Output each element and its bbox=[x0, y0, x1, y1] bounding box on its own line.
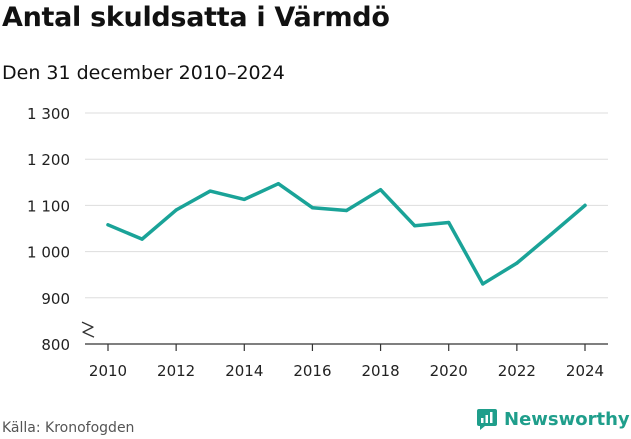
chart-subtitle: Den 31 december 2010–2024 bbox=[2, 62, 285, 84]
axis-break-zigzag bbox=[81, 321, 95, 338]
data-point bbox=[515, 261, 519, 265]
x-tick-label: 2014 bbox=[225, 362, 263, 380]
data-point bbox=[549, 232, 553, 237]
x-tick-label: 2022 bbox=[498, 362, 536, 380]
x-tick-label: 2012 bbox=[157, 362, 195, 380]
y-tick-label: 1 000 bbox=[27, 244, 70, 262]
axis-break bbox=[81, 321, 95, 338]
x-tick-label: 2024 bbox=[566, 362, 604, 380]
y-tick-label: 800 bbox=[41, 336, 70, 354]
data-point bbox=[310, 206, 315, 210]
newsworthy-logo-icon bbox=[477, 409, 497, 430]
data-point bbox=[208, 189, 212, 193]
y-axis-ticks: 800 900 1 000 1 100 1 200 1 300 bbox=[27, 105, 70, 354]
data-point bbox=[378, 188, 383, 192]
data-point bbox=[106, 223, 110, 227]
data-point bbox=[413, 224, 417, 228]
data-point bbox=[174, 208, 178, 212]
data-point bbox=[447, 220, 451, 225]
brand-name: Newsworthy bbox=[504, 408, 630, 430]
y-tick-label: 1 300 bbox=[27, 105, 70, 123]
brand-logo: Newsworthy bbox=[476, 408, 630, 430]
gridlines bbox=[85, 112, 608, 345]
y-tick-label: 1 200 bbox=[27, 151, 70, 169]
series bbox=[106, 181, 587, 286]
data-point bbox=[481, 282, 485, 286]
y-tick-label: 900 bbox=[41, 290, 70, 308]
data-point bbox=[276, 182, 280, 186]
data-point bbox=[344, 208, 349, 213]
x-tick-label: 2016 bbox=[293, 362, 331, 380]
data-point bbox=[583, 203, 587, 207]
chart-title: Antal skuldsatta i Värmdö bbox=[2, 2, 390, 33]
x-tick-label: 2020 bbox=[430, 362, 468, 380]
data-point bbox=[242, 197, 246, 201]
x-tick-label: 2010 bbox=[89, 362, 127, 380]
data-point bbox=[140, 237, 144, 241]
source-note: Källa: Kronofogden bbox=[2, 420, 135, 436]
series-line-0 bbox=[106, 181, 587, 286]
y-tick-label: 1 100 bbox=[27, 197, 70, 215]
x-axis-ticks: 2010 2012 2014 2016 2018 2020 2022 2024 bbox=[89, 344, 604, 380]
x-tick-label: 2018 bbox=[361, 362, 399, 380]
